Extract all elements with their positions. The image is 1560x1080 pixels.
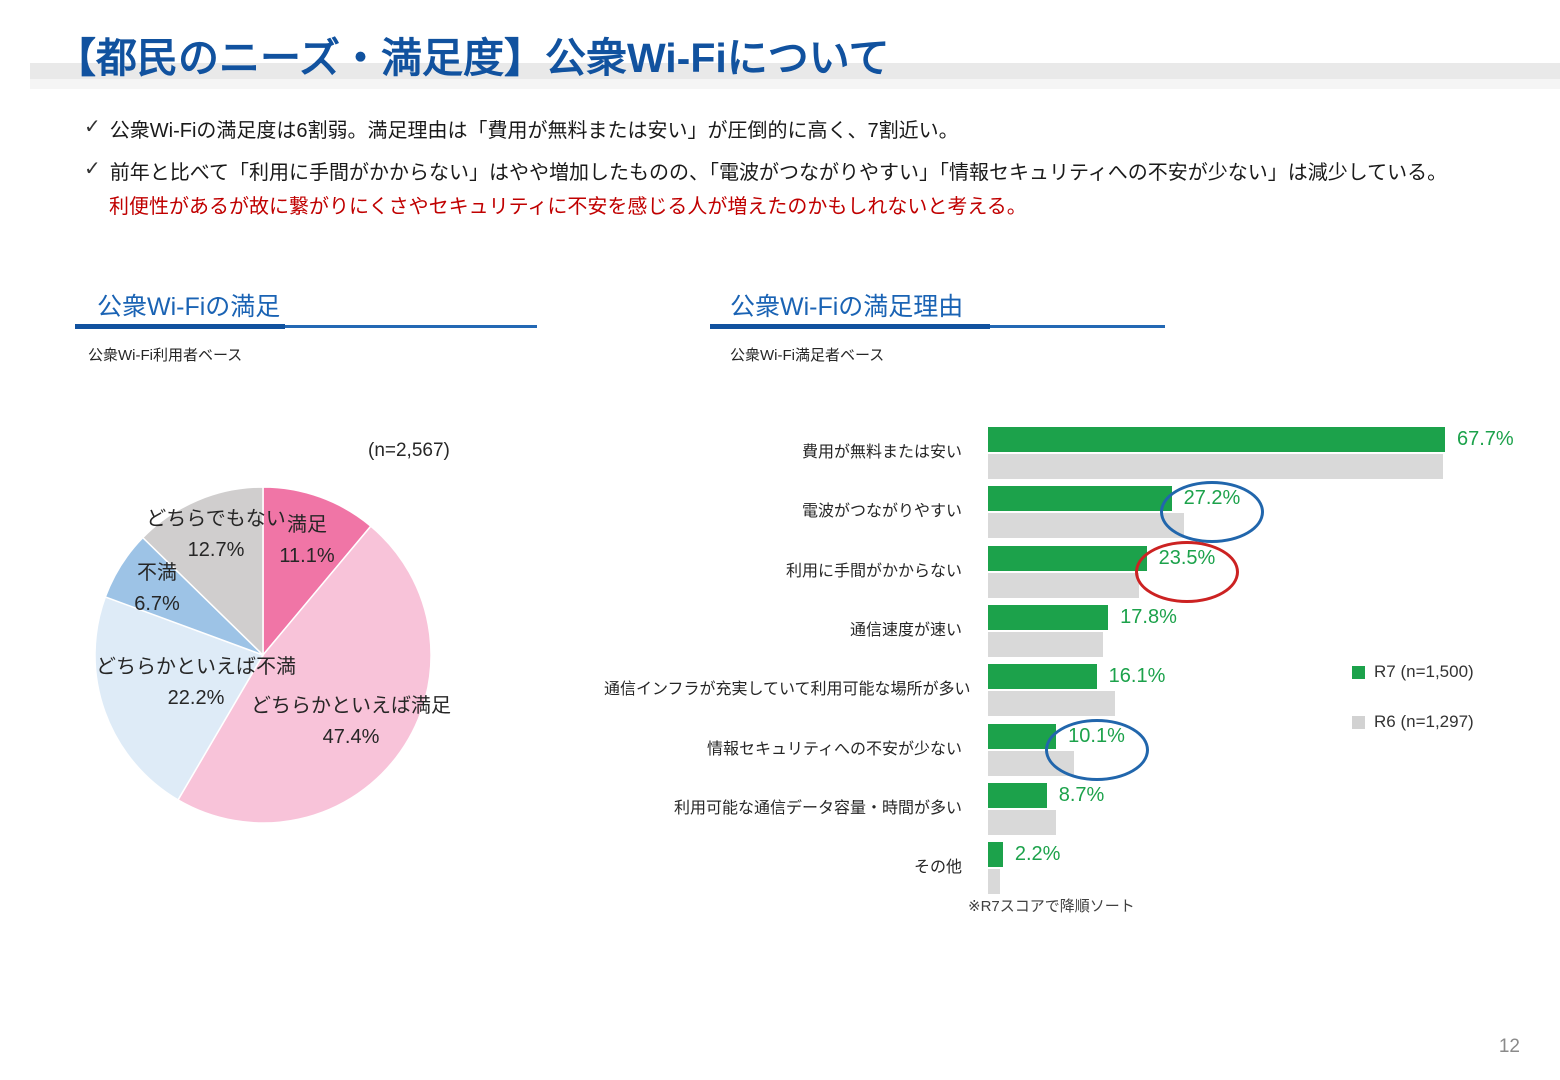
check-icon: ✓ [84,158,101,180]
bar-category-label: 電波がつながりやすい [801,503,962,521]
value-circle-annotation [1134,540,1239,603]
bar-r6 [988,750,1075,776]
bar-value-label: 27.2% [1159,481,1264,544]
bar-r6 [988,572,1140,598]
bar-category-label: 利用可能な通信データ容量・時間が多い [673,799,962,817]
bar-category-label: 情報セキュリティへの不安が少ない [706,740,962,758]
page-title: 【都民のニーズ・満足度】公衆Wi-Fiについて [55,35,890,81]
bar-r6 [988,691,1115,717]
pie-base-label: 公衆Wi-Fi利用者ベース [88,347,243,364]
bar-r6 [988,869,1001,895]
pie-chart [94,486,432,824]
bar-r7 [988,545,1147,571]
bar-category-label: その他 [913,859,962,877]
bar-r6 [988,454,1443,479]
summary-bullet-2-text: 前年と比べて「利用に手間がかからない」はやや増加したものの、「電波がつながりやす… [109,162,1448,184]
bar-row-2: 利用に手間がかからない 23.5% [604,540,1524,603]
summary-bullet-2: ✓ 前年と比べて「利用に手間がかからない」はやや増加したものの、「電波がつながり… [84,156,1447,185]
bar-row-4: 通信インフラが充実していて利用可能な場所が多い 16.1% [604,664,1524,717]
legend-label-r6: R6 (n=1,297) [1374,712,1474,731]
bar-row-3: 通信速度が速い 17.8% [604,604,1524,657]
pie-n-label: (n=2,567) [368,440,450,461]
sort-footnote: ※R7スコアで降順ソート [968,898,1135,915]
bar-r7 [988,782,1047,808]
pie-slice-4 [141,486,264,657]
bar-row-7: その他 2.2% [604,842,1524,895]
bar-row-1: 電波がつながりやすい 27.2% [604,481,1524,544]
bar-r7 [988,723,1057,749]
pie-slice-1 [176,525,432,824]
pie-label-2: どちらかといえば不満 22.2% [96,656,296,709]
pie-label-3: 不満 6.7% [134,562,180,615]
bar-row-6: 利用可能な通信データ容量・時間が多い 8.7% [604,782,1524,835]
title-highlight-band [30,63,1560,89]
summary-bullet-1: ✓ 公衆Wi-Fiの満足度は6割弱。満足理由は「費用が無料または安い」が圧倒的に… [84,114,959,143]
legend-label-r7: R7 (n=1,500) [1374,662,1474,681]
bar-chart: 費用が無料または安い 67.7% 電波がつながりやすい 27.2% 利用に手間がかからな… [604,427,1524,907]
bar-r7 [988,604,1109,630]
bar-category-label: 利用に手間がかからない [785,562,962,580]
bar-category-label: 通信速度が速い [849,621,962,639]
legend-item-r7: R7 (n=1,500) [1352,662,1474,682]
bar-r6 [988,631,1104,657]
pie-section-rule [75,324,537,329]
pie-slice-0 [262,486,372,658]
legend-swatch-r6 [1352,715,1365,729]
bar-r7 [988,427,1445,452]
legend-swatch-r7 [1352,665,1365,679]
bar-r7 [988,664,1097,690]
bar-value-label: 23.5% [1134,540,1239,603]
pie-section-title: 公衆Wi-Fiの満足 [97,293,281,321]
bar-value-label: 2.2% [1014,843,1061,866]
bar-row-0: 費用が無料または安い 67.7% [604,427,1524,479]
bar-value-label: 17.8% [1120,605,1177,628]
bar-r7 [988,842,1003,868]
bar-section-title: 公衆Wi-Fiの満足理由 [730,293,964,321]
bar-value-label: 67.7% [1456,428,1514,450]
pie-slice-2 [94,595,265,801]
bar-category-label: 通信インフラが充実していて利用可能な場所が多い [604,681,971,699]
summary-note-red: 利便性があるが故に繋がりにくさやセキュリティに不安を感じる人が増えたのかもしれな… [109,196,1027,218]
bar-r6 [988,809,1057,835]
bar-r7 [988,486,1172,512]
bar-value-label: 16.1% [1108,665,1166,688]
summary-bullet-1-text: 公衆Wi-Fiの満足度は6割弱。満足理由は「費用が無料または安い」が圧倒的に高く… [109,120,959,142]
pie-label-4: どちらでもない 12.7% [146,508,286,561]
bar-category-label: 費用が無料または安い [801,444,962,461]
bar-value-label: 10.1% [1044,718,1149,781]
legend-item-r6: R6 (n=1,297) [1352,712,1474,732]
check-icon: ✓ [84,116,101,138]
page-number: 12 [1498,1036,1520,1057]
bar-r6 [988,513,1184,539]
bar-base-label: 公衆Wi-Fi満足者ベース [730,347,885,364]
pie-label-1: どちらかといえば満足 47.4% [251,695,451,748]
bar-section-rule [710,324,1165,329]
bar-value-label: 8.7% [1058,783,1105,806]
pie-label-0: 満足 11.1% [279,514,335,567]
